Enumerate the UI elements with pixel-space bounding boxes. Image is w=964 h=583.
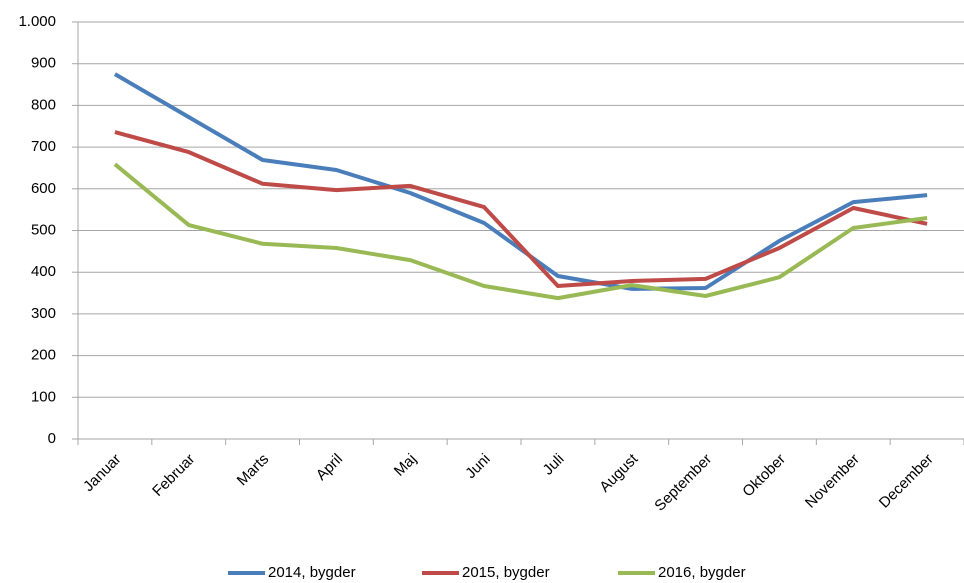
legend-label: 2016, bygder (658, 564, 746, 581)
x-tick-label: Marts (234, 451, 273, 490)
x-tick-label: August (596, 450, 642, 496)
x-tick-label: Oktober (739, 451, 789, 501)
y-tick-label: 900 (31, 55, 56, 72)
y-tick-label: 300 (31, 305, 56, 322)
series-line (113, 72, 928, 291)
x-tick-label: November (802, 451, 863, 512)
x-tick-label: April (313, 451, 346, 484)
legend-label: 2015, bygder (462, 564, 550, 581)
x-tick-label: December (876, 451, 937, 512)
legend-label: 2014, bygder (268, 564, 356, 581)
y-tick-label: 1.000 (18, 13, 56, 30)
y-tick-label: 600 (31, 180, 56, 197)
x-tick-label: Februar (149, 451, 198, 500)
y-tick-label: 400 (31, 263, 56, 280)
y-tick-label: 100 (31, 388, 56, 405)
x-tick-label: Juli (540, 451, 568, 479)
y-tick-label: 200 (31, 347, 56, 364)
x-tick-label: September (651, 451, 715, 515)
series-line (113, 162, 928, 301)
y-tick-label: 0 (48, 430, 56, 447)
series-line (114, 130, 928, 288)
x-tick-label: Januar (80, 451, 124, 495)
x-tick-label: Juni (462, 451, 493, 482)
y-tick-label: 700 (31, 138, 56, 155)
y-tick-label: 500 (31, 221, 56, 238)
y-tick-label: 800 (31, 96, 56, 113)
x-tick-label: Maj (391, 451, 420, 480)
